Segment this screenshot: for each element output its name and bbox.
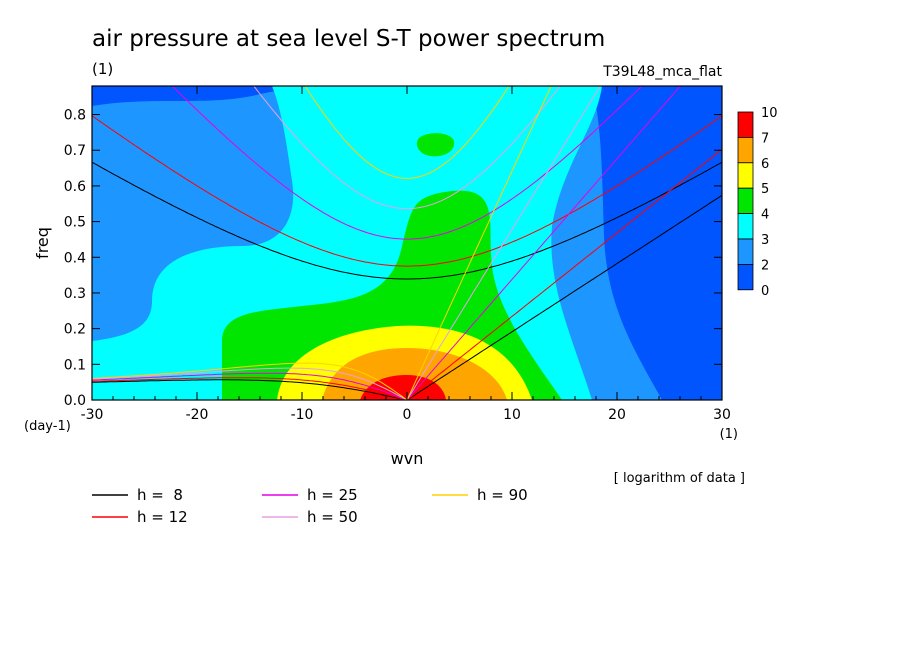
y-tick-label: 0.6	[64, 179, 86, 195]
y-tick-label: 0.3	[64, 286, 86, 302]
colorbar-label: 0	[761, 284, 769, 299]
x-unit-label: (1)	[720, 427, 738, 442]
dispersion-curves	[92, 86, 722, 400]
contour-band-6-7	[322, 348, 507, 400]
y-tick-label: 0.5	[64, 215, 86, 231]
y-axis: 0.0 0.1 0.2 0.3 0.4 0.5 0.6 0.7 0.8	[64, 108, 722, 409]
curve-inertia-gravity	[92, 161, 722, 280]
colorbar-label: 7	[761, 131, 769, 146]
legend-label: h = 12	[137, 508, 188, 526]
x-axis-label: wvn	[391, 449, 424, 468]
curve-inertia-gravity	[253, 86, 561, 210]
spectrum-field	[92, 86, 722, 400]
title-units: (1)	[92, 60, 113, 78]
run-label: T39L48_mca_flat	[602, 64, 722, 80]
x-tick-label: 0	[403, 407, 412, 423]
legend-label: h = 90	[477, 486, 528, 504]
curve-inertia-gravity	[92, 115, 722, 267]
contour-band-4-5-islet	[416, 133, 455, 157]
colorbar-label: 6	[761, 157, 769, 172]
data-note: [ logarithm of data ]	[614, 471, 745, 486]
y-axis-label: freq	[33, 227, 52, 259]
curve-rossby	[92, 372, 408, 400]
x-tick-label: -20	[186, 407, 209, 423]
colorbar-swatch	[737, 213, 754, 240]
colorbar-label: 3	[761, 233, 769, 248]
curve-rossby	[92, 362, 408, 400]
legend-label: h = 25	[307, 486, 358, 504]
colorbar-label: 10	[761, 106, 778, 121]
y-tick-label: 0.1	[64, 357, 86, 373]
legend-label: h = 50	[307, 508, 358, 526]
x-tick-label: 10	[503, 407, 521, 423]
curve-rossby	[92, 377, 408, 400]
x-tick-label: 20	[608, 407, 626, 423]
colorbar-swatch	[737, 111, 754, 138]
colorbar-label: 2	[761, 258, 769, 273]
y-unit-label: (day-1)	[24, 419, 71, 434]
curve-rossby	[92, 367, 408, 400]
colorbar: 10 7 6 5 4 3 2 0	[737, 106, 778, 299]
curve-inertia-gravity	[171, 86, 643, 240]
curve-kelvin	[406, 86, 601, 400]
x-tick-label: -30	[81, 407, 104, 423]
curve-inertia-gravity	[304, 86, 510, 179]
curve-rossby	[92, 379, 408, 400]
colorbar-swatch	[737, 136, 754, 164]
curve-kelvin	[406, 86, 682, 400]
colorbar-label: 4	[761, 208, 769, 223]
legend: h = 8 h = 12 h = 25 h = 50 h = 90	[92, 486, 528, 526]
y-tick-label: 0.8	[64, 108, 86, 124]
colorbar-label: 5	[761, 182, 769, 197]
curve-kelvin	[406, 194, 722, 400]
plot-area: -30 -20 -10 0 10 20 30 0.00.10.20.30.40.50.60.…	[64, 85, 731, 423]
x-tick-label: -10	[291, 407, 314, 423]
chart-title: air pressure at sea level S-T power spec…	[92, 26, 605, 52]
y-tick-label: 0.0	[64, 393, 86, 409]
curve-kelvin	[406, 148, 722, 400]
x-axis: -30 -20 -10 0 10 20 30	[81, 86, 731, 423]
y-tick-label: 0.4	[64, 250, 86, 266]
y-tick-label: 0.2	[64, 322, 86, 338]
legend-label: h = 8	[137, 486, 183, 504]
x-tick-label: 30	[713, 407, 731, 423]
colorbar-swatch	[737, 238, 754, 265]
colorbar-swatch	[737, 162, 754, 189]
colorbar-swatch	[737, 187, 754, 214]
curve-kelvin	[406, 86, 552, 400]
colorbar-swatch	[737, 263, 754, 291]
y-tick-label: 0.7	[64, 143, 86, 159]
